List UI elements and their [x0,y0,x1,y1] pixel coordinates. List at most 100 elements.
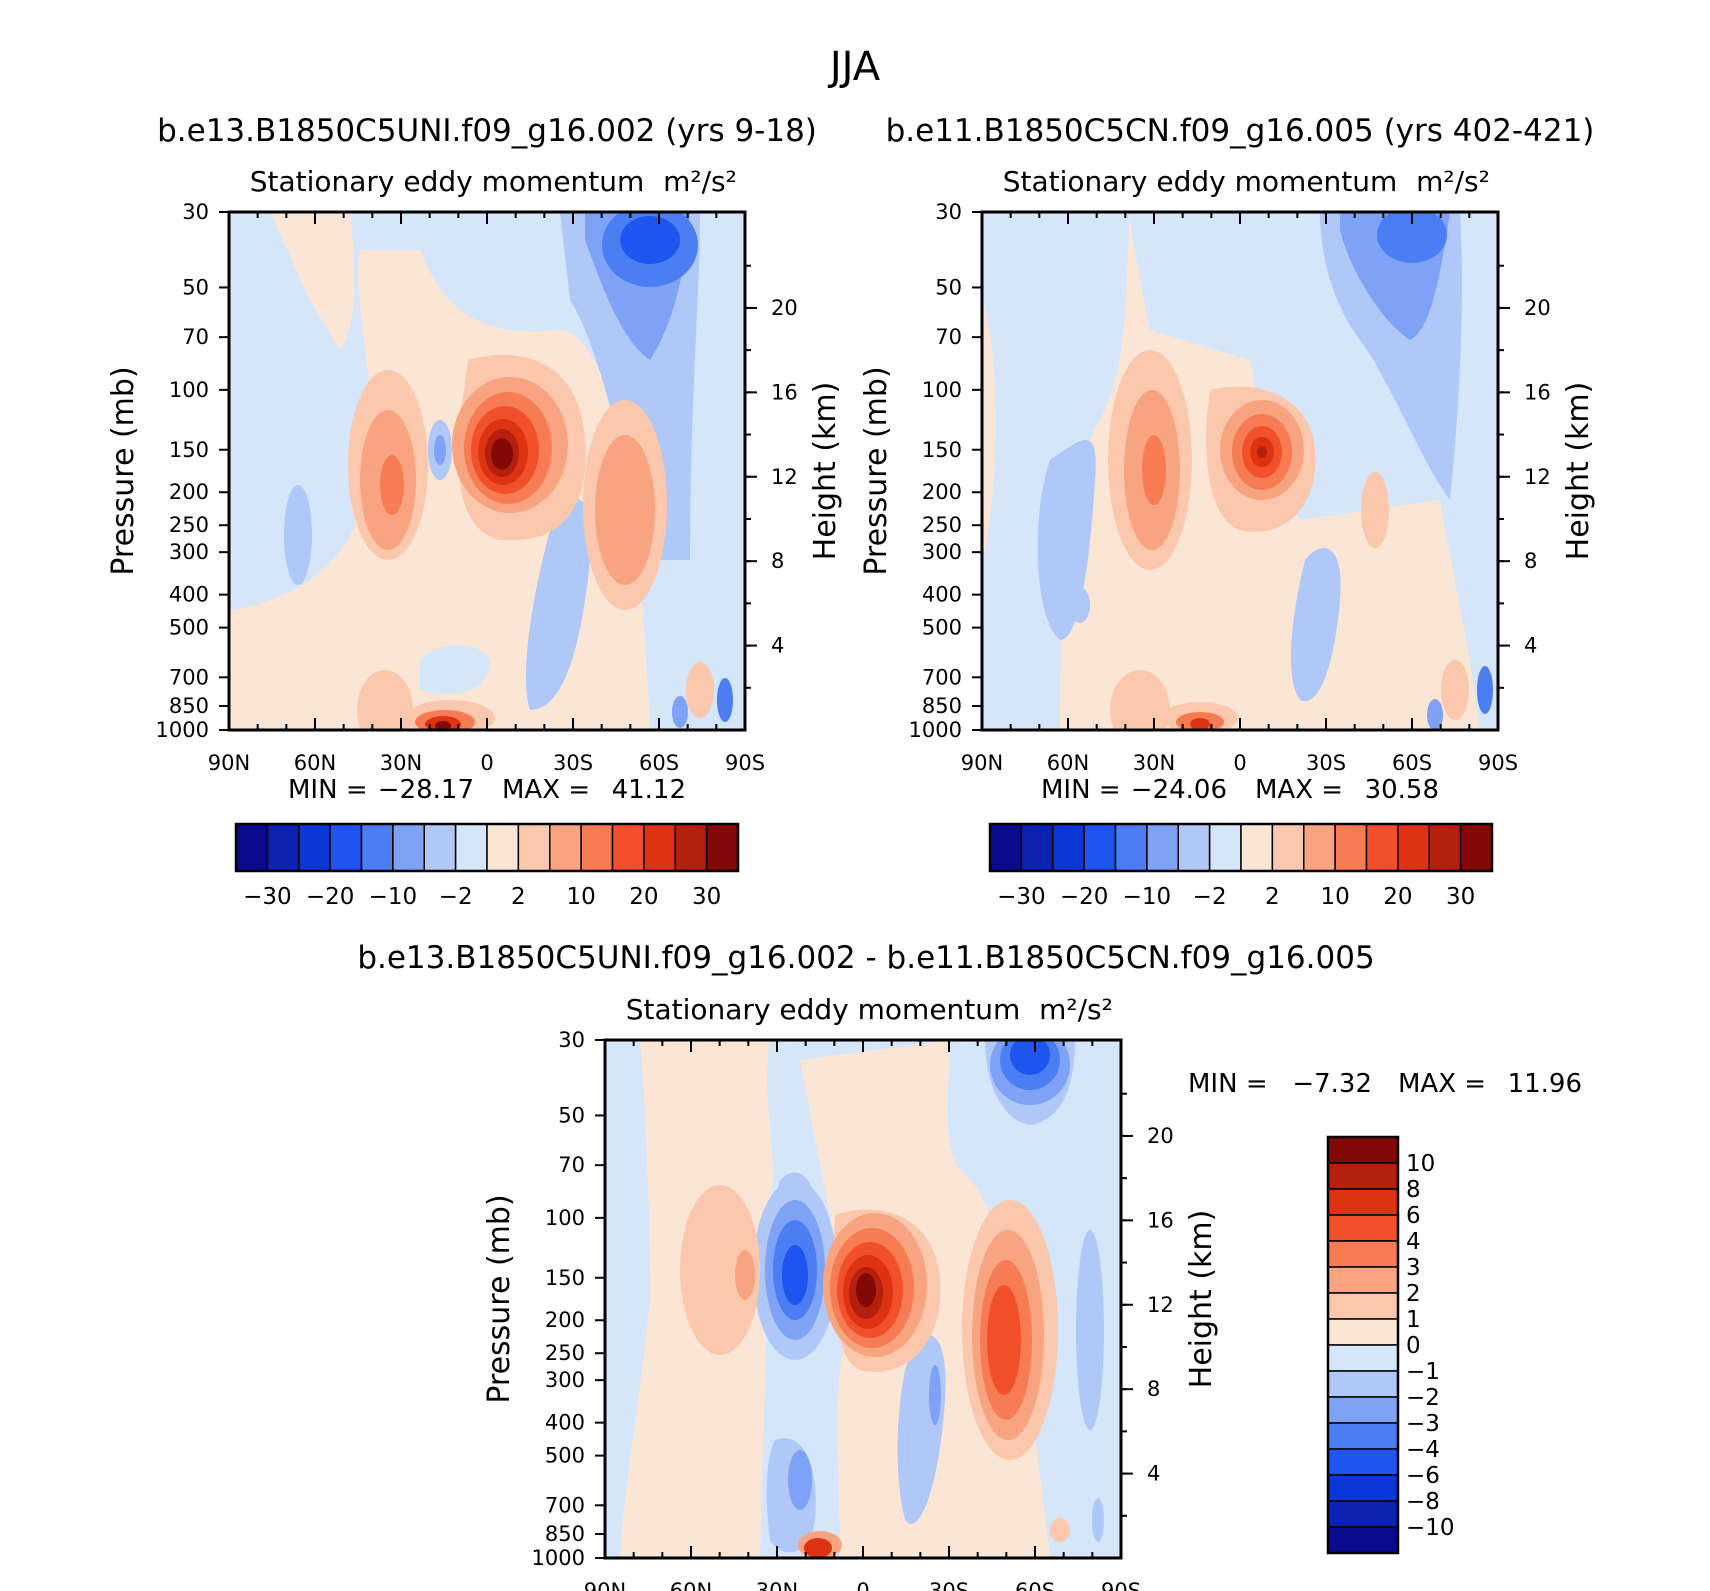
y-left-tick-label: 850 [169,694,209,718]
panel-c-min-label: MIN = [1188,1069,1268,1099]
y-left-tick-label: 200 [169,480,209,504]
colorbar-swatch [517,823,551,872]
panel-c-max-label: MAX = [1398,1069,1486,1099]
colorbar-frame [988,822,1494,873]
x-tick-label: 90S [1101,1579,1141,1591]
colorbar-swatch [266,823,300,872]
colorbar-swatch [1327,1318,1399,1346]
colorbar-swatch [1327,1344,1399,1372]
colorbar-swatch [643,823,676,872]
x-tick-label: 30N [380,751,422,775]
y-left-tick-label: 250 [545,1341,585,1365]
panel-a-x-axis: 90N 60N 30N 0 30S 60S 90S [208,212,765,775]
y-left-tick-label: 850 [922,694,962,718]
colorbar-swatch [1327,1396,1399,1424]
y-left-tick-label: 1000 [156,718,209,742]
y-right-tick-label: 4 [1147,1462,1160,1486]
colorbar-swatch [1327,1526,1399,1554]
colorbar-label: 6 [1406,1203,1421,1229]
colorbar-label: −20 [306,884,355,910]
x-tick-label: 30S [1306,751,1346,775]
colorbar-label: 10 [566,884,595,910]
colorbar-swatch [705,823,739,872]
panel-a-colorbar: −30 −20 −10 −2 2 10 20 30 [234,822,740,910]
y-left-tick-label: 400 [545,1411,585,1435]
panel-b-field [982,212,1498,730]
colorbar-swatch [1327,1214,1399,1242]
panel-a-field [229,212,745,730]
colorbar-swatch [989,823,1023,872]
y-left-tick-label: 100 [545,1206,585,1230]
colorbar-swatch [549,823,582,872]
y-left-tick-label: 850 [545,1522,585,1546]
y-left-tick-label: 250 [169,513,209,537]
panel-a-min-value: −28.17 [378,775,474,805]
panel-b-ylabel-left: Pressure (mb) [859,366,894,575]
colorbar-swatch [1327,1188,1399,1216]
y-left-tick-label: 70 [558,1153,585,1177]
panel-a-ylabel-right: Height (km) [808,382,843,561]
x-tick-label: 60S [639,751,679,775]
x-tick-label: 60S [1015,1579,1055,1591]
x-tick-label: 0 [1233,751,1246,775]
colorbar-label: 0 [1406,1333,1421,1359]
colorbar-swatch [1327,1162,1399,1190]
y-right-tick-label: 12 [771,465,798,489]
colorbar-swatch [1365,823,1399,872]
colorbar-swatch [1327,1474,1399,1502]
colorbar-swatch [329,823,363,872]
x-tick-label: 0 [480,751,493,775]
panel-a-min-label: MIN = [288,775,368,805]
x-tick-label: 60N [1047,751,1089,775]
y-left-tick-label: 300 [169,540,209,564]
colorbar-label: −1 [1406,1359,1440,1385]
y-right-tick-label: 20 [1524,296,1551,320]
y-right-tick-label: 8 [1524,549,1537,573]
panel-b-x-axis: 90N 60N 30N 0 30S 60S 90S [961,212,1518,775]
x-tick-label: 60S [1392,751,1432,775]
y-right-tick-label: 12 [1524,465,1551,489]
colorbar-swatch [1020,823,1054,872]
y-left-tick-label: 30 [935,200,962,224]
colorbar-frame [234,822,740,873]
y-left-tick-label: 30 [558,1028,585,1052]
panel-c-units: m²/s² [1039,993,1113,1026]
y-left-tick-label: 70 [182,325,209,349]
panel-a-max-label: MAX = [502,775,590,805]
colorbar-label: −10 [1123,884,1172,910]
colorbar-label: −3 [1406,1411,1440,1437]
y-left-tick-label: 500 [922,616,962,640]
colorbar-swatch [235,823,269,872]
panel-a-max-value: 41.12 [612,775,686,805]
y-right-tick-label: 20 [771,296,798,320]
y-left-tick-label: 50 [558,1103,585,1127]
colorbar-swatch [360,823,394,872]
y-right-tick-label: 8 [771,549,784,573]
colorbar-label: −2 [439,884,473,910]
x-tick-label: 30S [553,751,593,775]
colorbar-label: 8 [1406,1177,1421,1203]
y-left-tick-label: 300 [545,1368,585,1392]
colorbar-label: −8 [1406,1489,1440,1515]
y-left-tick-label: 700 [922,665,962,689]
colorbar-swatch [1327,1136,1399,1164]
colorbar-label: −30 [997,884,1046,910]
y-left-tick-label: 250 [922,513,962,537]
colorbar-label: −2 [1406,1385,1440,1411]
colorbar-swatch [1327,1500,1399,1528]
colorbar-label: 2 [1265,884,1280,910]
y-left-tick-label: 300 [922,540,962,564]
y-left-tick-label: 70 [935,325,962,349]
x-tick-label: 90N [961,751,1003,775]
colorbar-swatch [1327,1422,1399,1450]
y-right-tick-label: 12 [1147,1293,1174,1317]
colorbar-label: −4 [1406,1437,1440,1463]
colorbar-label: −20 [1060,884,1109,910]
colorbar-swatch [1327,1266,1399,1294]
panel-b-max-value: 30.58 [1365,775,1439,805]
x-tick-label: 30N [1133,751,1175,775]
colorbar-frame [1326,1135,1400,1555]
colorbar-label: 2 [1406,1281,1421,1307]
